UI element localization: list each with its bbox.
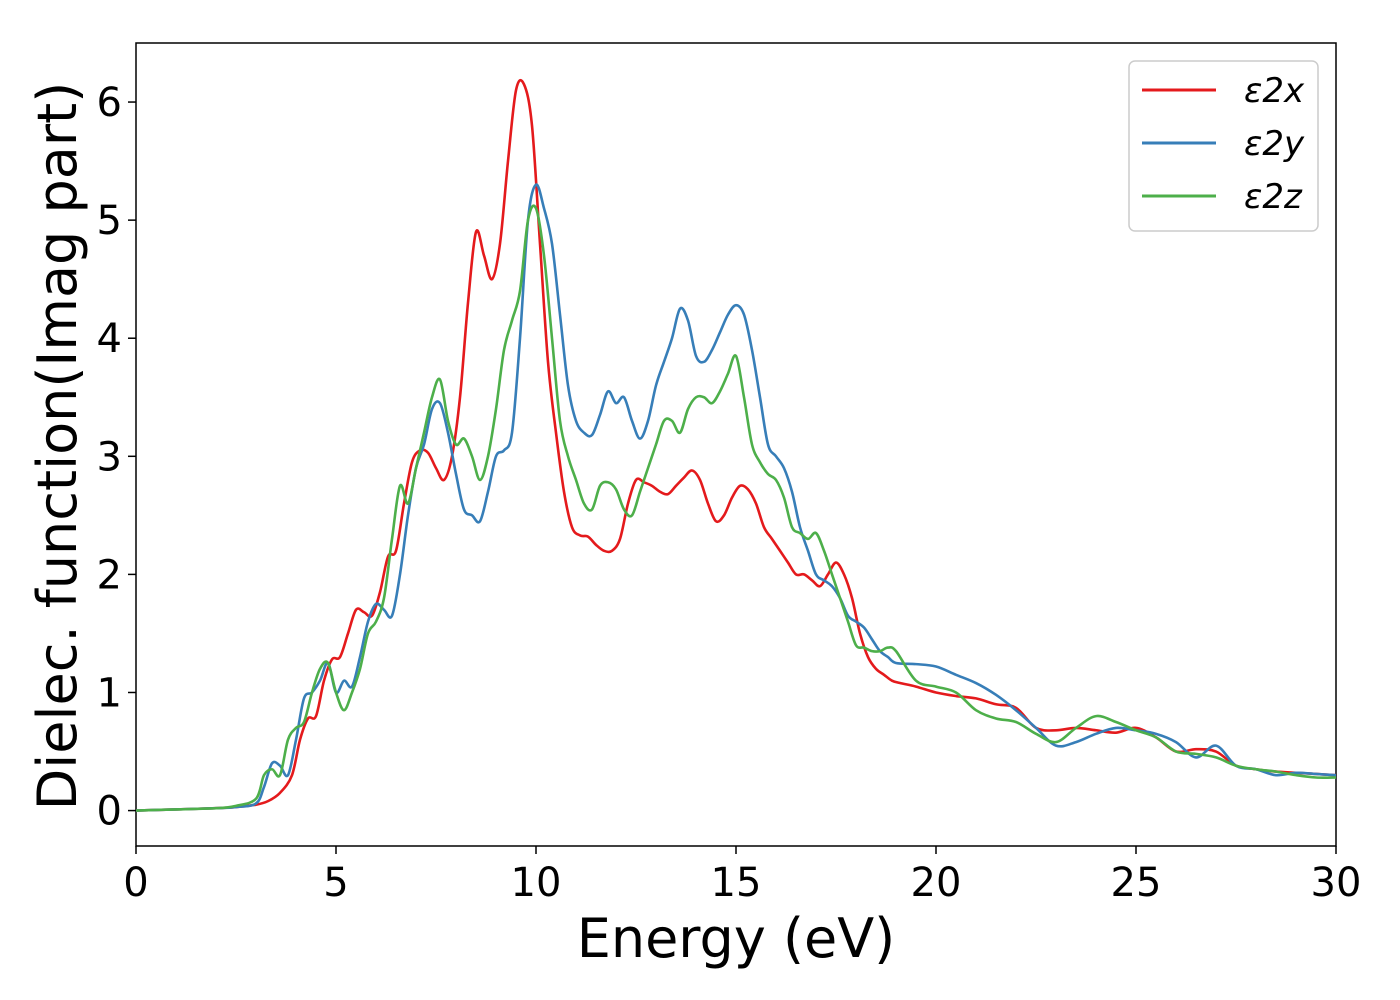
x-axis-ticks: 0 5 10 15 20 25 30 [123, 846, 1361, 906]
y-tick-label: 0 [97, 789, 122, 835]
y-tick-label: 1 [97, 670, 122, 716]
legend-box [1128, 60, 1319, 232]
y-tick-label: 4 [97, 316, 122, 362]
x-tick-label: 15 [711, 860, 762, 906]
x-axis-label: Energy (eV) [577, 907, 896, 970]
series-layer [136, 78, 1336, 812]
legend-label-3: ε2z [1244, 177, 1303, 217]
x-tick-label: 0 [123, 860, 148, 906]
series-line-2 [136, 183, 1336, 812]
x-tick-label: 5 [323, 860, 348, 906]
legend: ε2x ε2y ε2z [1128, 60, 1319, 232]
y-tick-label: 3 [97, 434, 122, 480]
x-tick-label: 20 [911, 860, 962, 906]
y-tick-label: 5 [97, 198, 122, 244]
y-axis-label: Dielec. function(Imag part) [26, 82, 89, 811]
legend-label-2: ε2y [1244, 124, 1305, 164]
legend-label-1: ε2x [1244, 71, 1305, 111]
y-tick-label: 2 [97, 552, 122, 598]
x-tick-label: 10 [511, 860, 562, 906]
series-line-1 [136, 78, 1336, 812]
y-tick-label: 6 [97, 80, 122, 126]
y-axis-ticks: 0 1 2 3 4 5 6 [97, 80, 136, 835]
x-tick-label: 30 [1311, 860, 1362, 906]
series-line-3 [136, 204, 1336, 812]
x-tick-label: 25 [1111, 860, 1162, 906]
